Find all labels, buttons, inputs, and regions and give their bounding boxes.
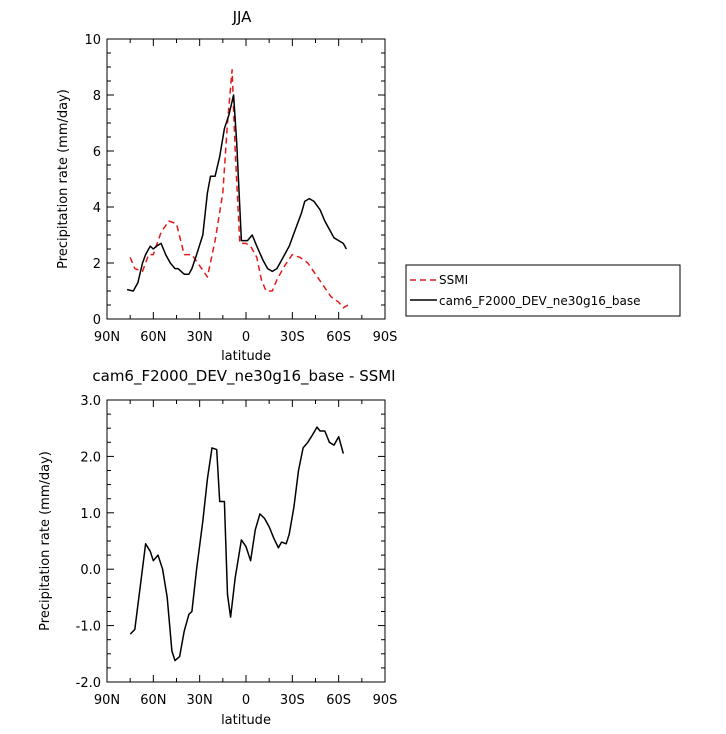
x-tick-label: 30S (280, 693, 305, 708)
x-tick-label: 90N (94, 693, 120, 708)
top-plot-frame (106, 38, 386, 320)
y-tick-label: 2.0 (80, 450, 101, 465)
x-tick-label: 0 (242, 330, 250, 345)
bottom-chart-title: cam6_F2000_DEV_ne30g16_base - SSMI (92, 367, 395, 386)
x-tick-label: 60S (326, 693, 351, 708)
top-x-tick-labels: 90N 60N 30N 0 30S 60S 90S (94, 330, 398, 345)
series-line-1 (126, 94, 348, 292)
bottom-x-axis-label: latitude (221, 713, 271, 728)
y-tick-label: 2 (93, 257, 101, 272)
y-tick-label: 0.0 (80, 563, 101, 578)
top-panel: JJA 90N 60N 30N 0 30S 60S 90S 0 2 4 6 8 10 latitude… (56, 8, 681, 364)
x-tick-label: 90N (94, 330, 120, 345)
x-tick-label: 30N (187, 330, 213, 345)
top-ticks (106, 38, 386, 320)
y-tick-label: 4 (93, 201, 101, 216)
y-tick-label: 1.0 (80, 507, 101, 522)
bottom-plot-frame (106, 399, 386, 683)
bottom-ticks (106, 399, 386, 683)
bottom-panel: cam6_F2000_DEV_ne30g16_base - SSMI 90N 60… (38, 367, 397, 728)
top-chart-title: JJA (232, 8, 253, 26)
bottom-y-axis-label: Precipitation rate (mm/day) (38, 451, 53, 631)
y-tick-label: -2.0 (76, 676, 101, 691)
legend-label-model: cam6_F2000_DEV_ne30g16_base (439, 294, 641, 308)
bottom-y-tick-labels: -2.0 -1.0 0.0 1.0 2.0 3.0 (76, 394, 101, 691)
series-line-0 (129, 69, 349, 309)
legend: SSMI cam6_F2000_DEV_ne30g16_base (405, 264, 681, 317)
x-tick-label: 60N (140, 693, 166, 708)
top-y-tick-labels: 0 2 4 6 8 10 (84, 33, 101, 328)
y-tick-label: 8 (93, 89, 101, 104)
top-y-axis-label: Precipitation rate (mm/day) (56, 89, 71, 269)
bottom-x-tick-labels: 90N 60N 30N 0 30S 60S 90S (94, 693, 398, 708)
top-x-axis-label: latitude (221, 349, 271, 364)
x-tick-label: 30N (187, 693, 213, 708)
series-line-0 (129, 426, 345, 662)
x-tick-label: 60S (326, 330, 351, 345)
x-tick-label: 30S (280, 330, 305, 345)
y-tick-label: -1.0 (76, 620, 101, 635)
x-tick-label: 60N (140, 330, 166, 345)
x-tick-label: 90S (373, 330, 398, 345)
y-tick-label: 10 (84, 33, 101, 48)
legend-label-ssmi: SSMI (439, 273, 468, 287)
y-tick-label: 6 (93, 145, 101, 160)
bottom-series-lines (129, 426, 345, 662)
top-series-lines (126, 69, 349, 309)
y-tick-label: 3.0 (80, 394, 101, 409)
x-tick-label: 90S (373, 693, 398, 708)
legend-box (405, 264, 681, 317)
x-tick-label: 0 (242, 693, 250, 708)
y-tick-label: 0 (93, 313, 101, 328)
